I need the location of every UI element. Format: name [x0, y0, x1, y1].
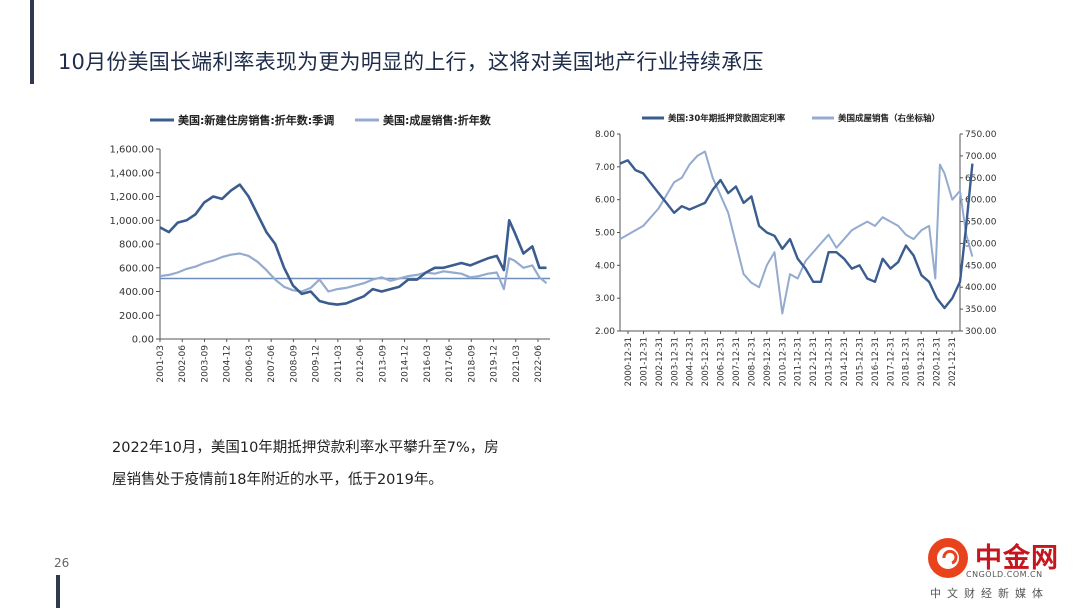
left-x-tick-label: 2009-12 — [312, 345, 322, 383]
right-left-y-tick-label: 2.00 — [595, 327, 615, 337]
right-x-tick-label: 2005-12-31 — [701, 337, 711, 386]
logo-mark — [928, 538, 968, 578]
right-x-tick-label: 2002-12-31 — [655, 337, 665, 386]
right-x-tick-label: 2011-12-31 — [794, 337, 804, 386]
right-x-tick-label: 2003-12-31 — [670, 337, 680, 386]
right-x-tick-label: 2019-12-31 — [917, 337, 927, 386]
legend-label-new-home-sales: 美国:新建住房销售:折年数:季调 — [178, 113, 334, 127]
left-y-tick-label: 0.00 — [132, 335, 154, 346]
left-y-tick-label: 400.00 — [119, 287, 154, 298]
right-x-tick-label: 2016-12-31 — [871, 337, 881, 386]
right-right-y-tick-label: 400.00 — [965, 283, 997, 293]
series-line-mortgage-rate — [619, 159, 974, 310]
left-y-tick-label: 800.00 — [119, 240, 154, 251]
left-chart-x-axis: 2001-03 2002-06 2003-09 2004-12 2006-03 2007-… — [156, 338, 550, 383]
right-x-tick-label: 2008-12-31 — [747, 337, 757, 386]
right-x-tick-label: 2010-12-31 — [778, 337, 788, 386]
right-chart-legend: 美国:30年期抵押贷款固定利率 美国成屋销售（右坐标轴） — [642, 113, 940, 124]
left-chart-legend: 美国:新建住房销售:折年数:季调 美国:成屋销售:折年数 — [150, 113, 492, 127]
left-x-tick-label: 2004-12 — [223, 345, 233, 383]
left-x-tick-label: 2001-03 — [156, 345, 166, 383]
summary-note: 2022年10月，美国10年期抵押贷款利率水平攀升至7%，房 屋销售处于疫情前1… — [112, 432, 552, 496]
right-chart-series — [619, 150, 974, 315]
right-right-y-tick-label: 350.00 — [965, 305, 997, 315]
right-x-tick-label: 2020-12-31 — [933, 337, 943, 386]
left-x-tick-label: 2007-06 — [267, 345, 277, 383]
left-x-tick-label: 2003-09 — [200, 345, 210, 383]
left-y-tick-label: 600.00 — [119, 263, 154, 274]
right-x-tick-label: 2009-12-31 — [763, 337, 773, 386]
footer-accent-bar — [56, 575, 60, 608]
right-left-y-tick-label: 4.00 — [595, 261, 615, 271]
left-x-tick-label: 2021-03 — [512, 345, 522, 383]
left-x-tick-label: 2016-03 — [423, 345, 433, 383]
right-x-tick-label: 2021-12-31 — [948, 337, 958, 386]
right-left-y-tick-label: 6.00 — [595, 196, 615, 206]
right-x-tick-label: 2001-12-31 — [639, 337, 649, 386]
legend-label-existing-home-sales: 美国:成屋销售:折年数 — [383, 113, 492, 127]
right-x-tick-label: 2015-12-31 — [855, 337, 865, 386]
left-x-tick-label: 2018-09 — [467, 345, 477, 383]
left-x-tick-label: 2002-06 — [178, 345, 188, 383]
left-y-tick-label: 1,000.00 — [109, 216, 154, 227]
right-chart-x-axis: 2000-12-31 2001-12-31 2002-12-31 2003-12-31… — [620, 330, 960, 386]
left-x-tick-label: 2011-03 — [334, 345, 344, 383]
right-right-y-tick-label: 600.00 — [965, 196, 997, 206]
right-right-y-tick-label: 500.00 — [965, 239, 997, 249]
right-right-y-tick-label: 550.00 — [965, 218, 997, 228]
right-x-tick-label: 2012-12-31 — [809, 337, 819, 386]
chart-new-vs-existing-home-sales: 0.00 200.00 400.00 600.00 800.00 1,000.00 1,20… — [109, 113, 550, 383]
left-y-tick-label: 1,600.00 — [109, 145, 154, 156]
summary-note-line-2: 屋销售处于疫情前18年附近的水平，低于2019年。 — [112, 472, 443, 488]
right-x-tick-label: 2017-12-31 — [886, 337, 896, 386]
left-y-tick-label: 200.00 — [119, 311, 154, 322]
right-x-tick-label: 2007-12-31 — [732, 337, 742, 386]
left-x-tick-label: 2017-06 — [445, 345, 455, 383]
right-right-y-tick-label: 450.00 — [965, 261, 997, 271]
right-left-y-tick-label: 5.00 — [595, 229, 615, 239]
logo-url: CNGOLD.COM.CN — [966, 570, 1043, 579]
right-left-y-tick-label: 8.00 — [595, 130, 615, 140]
series-line-new-home-sales — [159, 183, 547, 306]
left-y-tick-label: 1,400.00 — [109, 168, 154, 179]
left-x-tick-label: 2013-09 — [378, 345, 388, 383]
page-number: 26 — [54, 556, 70, 570]
legend-label-existing-sales-right: 美国成屋销售（右坐标轴） — [838, 113, 940, 124]
title-accent-bar — [30, 0, 34, 84]
series-line-existing-sales-right — [619, 150, 974, 315]
right-x-tick-label: 2006-12-31 — [717, 337, 727, 386]
left-x-tick-label: 2012-06 — [356, 345, 366, 383]
legend-label-mortgage-rate: 美国:30年期抵押贷款固定利率 — [668, 113, 786, 124]
left-x-tick-label: 2019-12 — [490, 345, 500, 383]
right-chart-y-axes: 2.00 3.00 4.00 5.00 6.00 7.00 8.00 300.00 350.00… — [595, 130, 997, 337]
right-left-y-tick-label: 3.00 — [595, 294, 615, 304]
left-x-tick-label: 2006-03 — [245, 345, 255, 383]
right-x-tick-label: 2014-12-31 — [840, 337, 850, 386]
right-left-y-tick-label: 7.00 — [595, 163, 615, 173]
right-right-y-tick-label: 650.00 — [965, 174, 997, 184]
left-x-tick-label: 2008-09 — [289, 345, 299, 383]
right-x-tick-label: 2013-12-31 — [825, 337, 835, 386]
left-chart-series — [159, 183, 550, 306]
logo-name: 中金网 — [975, 543, 1059, 574]
summary-note-line-1: 2022年10月，美国10年期抵押贷款利率水平攀升至7%，房 — [112, 440, 499, 456]
left-y-tick-label: 1,200.00 — [109, 192, 154, 203]
right-right-y-tick-label: 700.00 — [965, 152, 997, 162]
left-chart-y-axis: 0.00 200.00 400.00 600.00 800.00 1,000.00 1,20… — [109, 145, 161, 346]
logo-tagline: 中文财经新媒体 — [930, 587, 1049, 600]
left-x-tick-label: 2014-12 — [401, 345, 411, 383]
right-x-tick-label: 2004-12-31 — [686, 337, 696, 386]
chart-mortgage-rate-vs-existing-sales: 2.00 3.00 4.00 5.00 6.00 7.00 8.00 300.00 350.00… — [595, 113, 997, 386]
left-x-tick-label: 2022-06 — [534, 345, 544, 383]
right-right-y-tick-label: 300.00 — [965, 327, 997, 337]
series-line-existing-home-sales — [159, 252, 548, 293]
right-x-tick-label: 2000-12-31 — [624, 337, 634, 386]
page-title: 10月份美国长端利率表现为更为明显的上行，这将对美国地产行业持续承压 — [58, 50, 764, 74]
right-x-tick-label: 2018-12-31 — [902, 337, 912, 386]
right-right-y-tick-label: 750.00 — [965, 130, 997, 140]
